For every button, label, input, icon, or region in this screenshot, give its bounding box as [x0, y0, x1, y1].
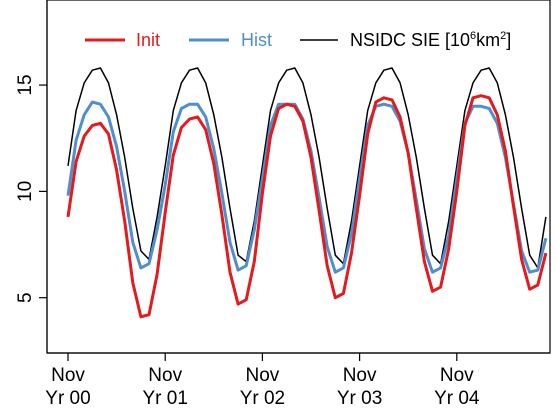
series-line-init	[66, 94, 548, 319]
x-tick-label-line2: Yr 02	[240, 388, 285, 409]
series-line-nsidc-sie	[67, 67, 547, 269]
x-tick-label-line1: Nov	[246, 365, 280, 386]
axes	[46, 0, 550, 354]
legend-label-init: Init	[136, 30, 160, 50]
series-layer	[66, 67, 548, 319]
x-tick-label-line2: Yr 00	[45, 388, 90, 409]
legend-unit-mid: km	[476, 30, 500, 50]
legend-unit-prefix: NSIDC SIE [10	[350, 30, 470, 50]
x-tick-label-line1: Nov	[343, 365, 377, 386]
y-tick-label: 15	[15, 74, 36, 95]
y-ticks: 5 10 15	[15, 74, 47, 303]
x-tick-label: Nov Yr 00	[45, 365, 90, 409]
x-tick-label-line1: Nov	[51, 365, 85, 386]
x-tick-label-line2: Yr 01	[142, 388, 187, 409]
y-tick-label: 5	[15, 292, 36, 303]
legend: Init Hist NSIDC SIE [106km2]	[85, 30, 511, 50]
legend-label-nsidc: NSIDC SIE [106km2]	[350, 30, 511, 50]
legend-unit-exp1: 6	[470, 30, 476, 42]
y-tick-label: 10	[15, 181, 36, 202]
x-tick-label: Nov Yr 04	[434, 365, 480, 409]
legend-unit-suffix: ]	[506, 30, 511, 50]
x-tick-label-line2: Yr 04	[434, 388, 480, 409]
x-tick-label-line1: Nov	[440, 365, 474, 386]
x-tick-label: Nov Yr 01	[142, 365, 187, 409]
x-tick-label: Nov Yr 02	[240, 365, 285, 409]
legend-label-hist: Hist	[241, 30, 272, 50]
x-tick-label-line2: Yr 03	[337, 388, 382, 409]
x-tick-label-line1: Nov	[148, 365, 182, 386]
legend-unit-exp2: 2	[500, 30, 506, 42]
x-tick-label: Nov Yr 03	[337, 365, 382, 409]
